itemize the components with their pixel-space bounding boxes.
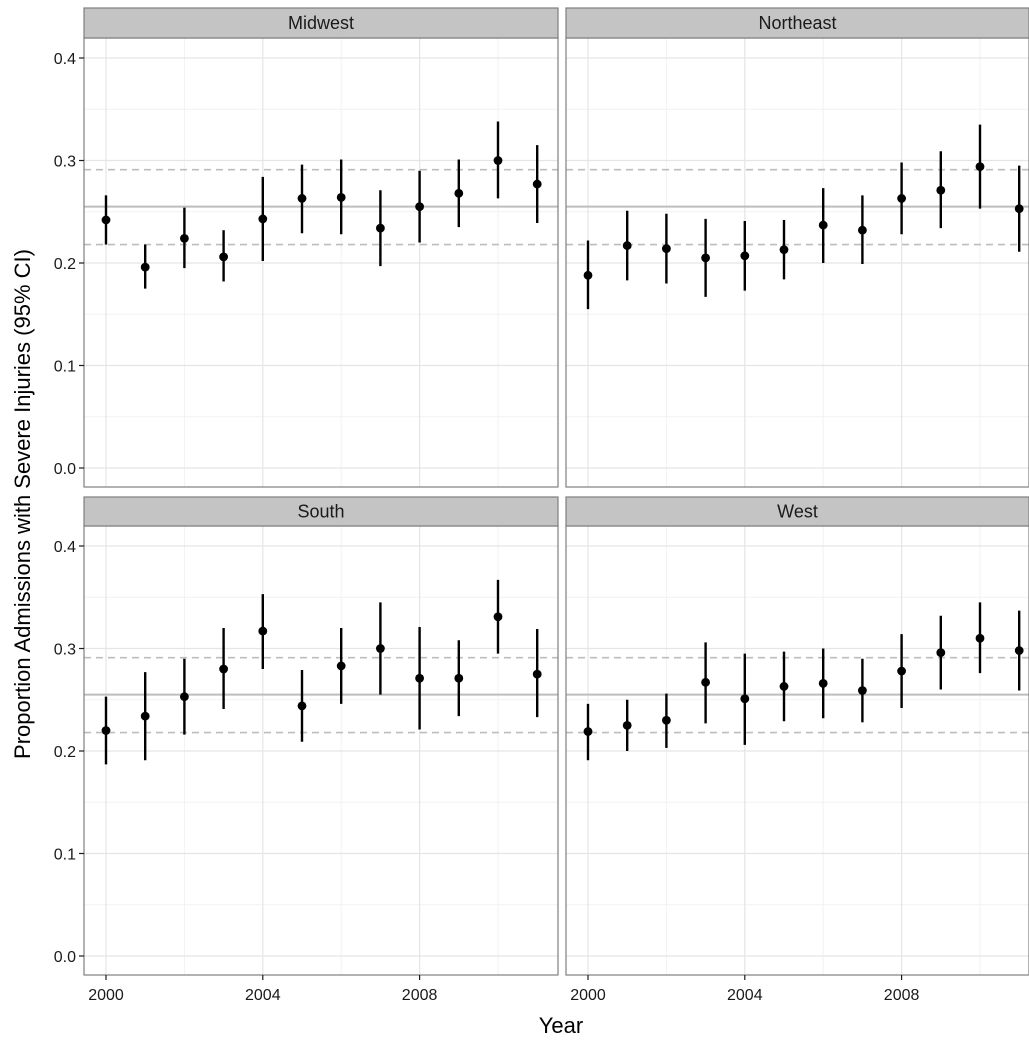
- data-point: [583, 727, 593, 736]
- axes-layer: 0.0 0.1 0.2 0.3 0.4 0.0 0.1 0.2 0.3 0.4 2000 2004 20…: [54, 51, 920, 1004]
- data-point: [1014, 204, 1024, 214]
- data-point: [219, 252, 229, 262]
- data-point: [1014, 646, 1024, 655]
- data-point: [297, 701, 307, 711]
- y-tick-label: 0.2: [54, 256, 76, 273]
- data-point: [493, 612, 503, 622]
- data-point: [740, 251, 750, 261]
- data-point: [140, 262, 150, 272]
- data-point: [219, 664, 229, 674]
- data-point: [258, 214, 268, 224]
- data-point: [101, 215, 111, 225]
- facet-strip: [565, 7, 1029, 39]
- y-axis-title: Proportion Admissions with Severe Injuri…: [10, 249, 35, 759]
- x-tick-label: 2004: [245, 987, 281, 1004]
- data-point: [897, 194, 906, 203]
- data-point: [858, 225, 867, 235]
- x-tick-label: 2000: [88, 987, 124, 1004]
- data-point: [376, 644, 385, 653]
- facet-label: Northeast: [758, 13, 836, 33]
- panel-west: West: [565, 496, 1029, 976]
- data-marks: [101, 579, 542, 765]
- data-marks: [101, 121, 542, 289]
- facet-strip: [83, 7, 559, 39]
- data-point: [258, 626, 268, 636]
- facet-label: Midwest: [288, 13, 354, 33]
- data-point: [101, 726, 111, 735]
- y-tick-label: 0.1: [54, 359, 76, 376]
- data-point: [818, 678, 828, 688]
- y-tick-label: 0.0: [54, 949, 76, 966]
- data-point: [936, 185, 946, 195]
- panels-layer: Midwest Northeast South West: [83, 7, 1029, 976]
- y-tick-label: 0.1: [54, 847, 76, 864]
- data-marks: [583, 602, 1024, 761]
- data-point: [415, 202, 424, 212]
- panel-midwest: Midwest: [83, 7, 559, 488]
- data-point: [454, 188, 464, 198]
- y-tick-label: 0.3: [54, 154, 76, 171]
- data-point: [415, 673, 424, 683]
- data-point: [180, 234, 189, 243]
- data-point: [936, 648, 946, 657]
- facet-strip: [565, 496, 1029, 527]
- panel-northeast: Northeast: [565, 7, 1029, 488]
- data-point: [897, 666, 906, 676]
- y-tick-label: 0.0: [54, 461, 76, 478]
- x-tick-label: 2008: [884, 987, 920, 1004]
- y-tick-label: 0.4: [54, 539, 76, 556]
- data-point: [779, 682, 789, 691]
- data-point: [336, 661, 346, 671]
- data-point: [662, 715, 671, 725]
- x-tick-label: 2004: [727, 987, 763, 1004]
- data-point: [740, 694, 750, 704]
- data-marks: [583, 124, 1024, 310]
- panel-south: South: [83, 496, 559, 976]
- data-point: [779, 245, 789, 255]
- data-point: [493, 156, 503, 165]
- data-point: [532, 179, 542, 189]
- data-point: [140, 711, 150, 721]
- data-point: [858, 686, 867, 695]
- data-point: [297, 194, 307, 203]
- data-point: [622, 720, 632, 730]
- data-point: [701, 677, 710, 687]
- data-point: [454, 673, 464, 683]
- data-point: [662, 244, 671, 254]
- y-tick-label: 0.2: [54, 744, 76, 761]
- data-point: [376, 223, 385, 233]
- facet-label: West: [777, 502, 818, 522]
- x-tick-label: 2008: [402, 987, 438, 1004]
- x-axis-title: Year: [539, 1013, 583, 1038]
- data-point: [532, 669, 542, 679]
- data-point: [583, 270, 593, 280]
- data-point: [975, 162, 985, 172]
- data-point: [818, 220, 828, 230]
- data-point: [180, 692, 189, 702]
- x-tick-label: 2000: [570, 987, 606, 1004]
- data-point: [701, 253, 710, 263]
- facet-strip: [83, 496, 559, 527]
- facet-label: South: [297, 502, 344, 522]
- data-point: [622, 241, 632, 250]
- data-point: [336, 193, 346, 202]
- y-tick-label: 0.3: [54, 642, 76, 659]
- data-point: [975, 633, 985, 643]
- y-tick-label: 0.4: [54, 51, 76, 68]
